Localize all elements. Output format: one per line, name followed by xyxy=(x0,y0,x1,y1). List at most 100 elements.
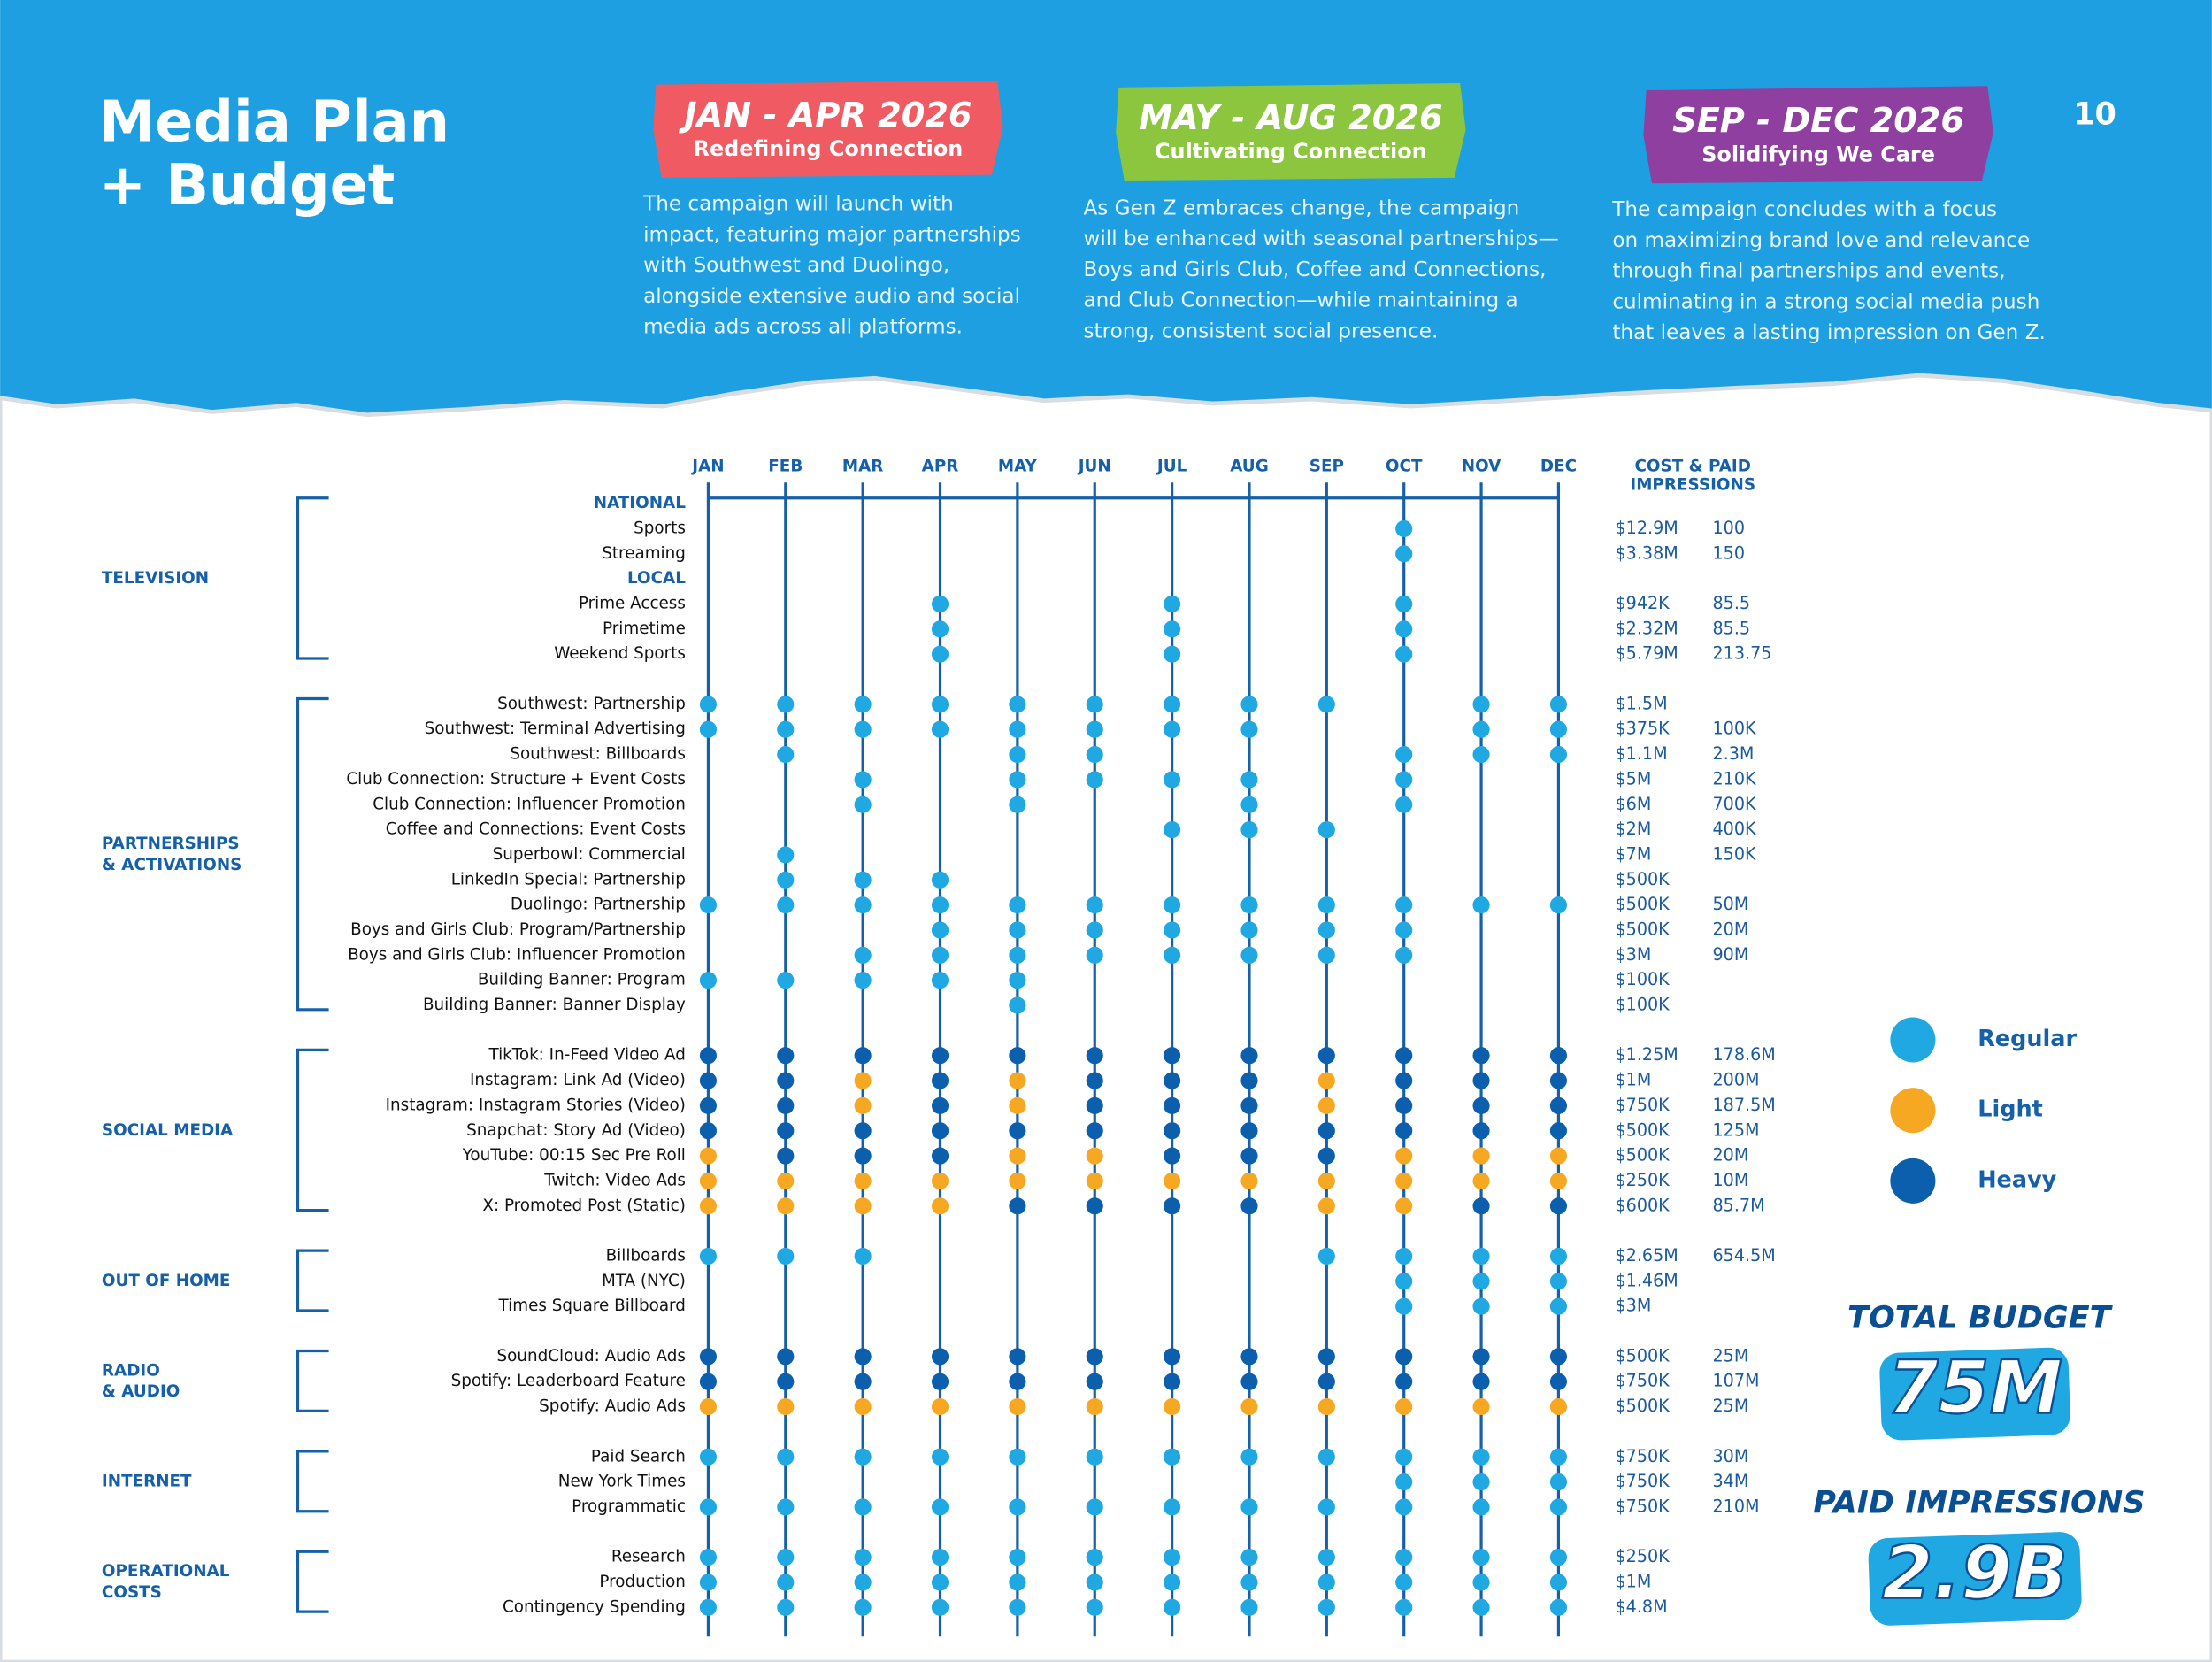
impressions: 85.5 xyxy=(1713,593,1751,613)
cost: $500K xyxy=(1616,1120,1671,1140)
schedule-dot xyxy=(1086,1122,1103,1140)
schedule-dot xyxy=(699,696,717,713)
schedule-dot xyxy=(1395,1598,1413,1616)
schedule-dot xyxy=(1549,1549,1567,1566)
schedule-dot xyxy=(777,896,795,914)
cost: $7M xyxy=(1616,843,1652,864)
impressions: 210K xyxy=(1713,768,1757,789)
month-label: SEP xyxy=(1310,458,1344,476)
schedule-dot xyxy=(1164,1047,1181,1065)
group-bracket xyxy=(296,496,329,660)
total-label: TOTAL BUDGET xyxy=(1847,1300,2114,1336)
month-label: JUN xyxy=(1077,458,1111,476)
cost: $500K xyxy=(1616,919,1671,940)
schedule-dot xyxy=(777,1498,795,1516)
schedule-dot xyxy=(1395,1072,1413,1089)
schedule-dot xyxy=(1240,1574,1258,1591)
schedule-dot xyxy=(1472,1072,1490,1089)
schedule-dot xyxy=(699,1598,717,1616)
schedule-dot xyxy=(1009,1147,1026,1165)
legend-swatch xyxy=(1890,1088,1936,1134)
impressions: 85.5 xyxy=(1713,618,1751,638)
schedule-dot xyxy=(1472,696,1490,713)
schedule-dot xyxy=(1009,1197,1026,1215)
impressions: 85.7M xyxy=(1713,1195,1765,1215)
schedule-dot xyxy=(1240,1498,1258,1516)
impressions: 34M xyxy=(1713,1471,1749,1491)
row-name: X: Promoted Post (Static) xyxy=(482,1196,686,1215)
phase-description: The campaign concludes with a focus xyxy=(1611,198,1997,221)
schedule-dot xyxy=(931,1072,949,1089)
schedule-dot xyxy=(777,1096,795,1114)
schedule-dot xyxy=(1317,1122,1335,1140)
impressions: 187.5M xyxy=(1713,1095,1776,1115)
schedule-dot xyxy=(699,720,717,738)
schedule-dot xyxy=(1009,1373,1026,1390)
schedule-dot xyxy=(699,1197,717,1215)
total-value: 75M xyxy=(1887,1344,2062,1430)
row-name: Times Square Billboard xyxy=(498,1297,686,1315)
schedule-dot xyxy=(1472,1172,1490,1190)
legend-swatch xyxy=(1890,1017,1936,1063)
schedule-dot xyxy=(1164,696,1181,713)
schedule-dot xyxy=(1549,1147,1567,1165)
schedule-dot xyxy=(854,771,872,789)
schedule-dot xyxy=(1086,771,1103,789)
schedule-dot xyxy=(1395,519,1413,538)
schedule-dot xyxy=(777,1122,795,1140)
schedule-dot xyxy=(1086,946,1103,964)
schedule-dot xyxy=(854,1498,872,1516)
schedule-dot xyxy=(1009,996,1026,1014)
group-label: RADIO xyxy=(102,1361,160,1380)
cost: $100K xyxy=(1616,995,1671,1015)
schedule-dot xyxy=(1395,746,1413,764)
schedule-dot xyxy=(854,972,872,989)
schedule-dot xyxy=(931,896,949,914)
schedule-dot xyxy=(1549,1096,1567,1114)
schedule-dot xyxy=(1549,1373,1567,1390)
schedule-dot xyxy=(1395,1473,1413,1491)
cost: $500K xyxy=(1616,1145,1671,1166)
cost: $5M xyxy=(1616,768,1652,789)
row-heading: NATIONAL xyxy=(594,494,687,512)
schedule-dot xyxy=(1395,1448,1413,1466)
schedule-dot xyxy=(1240,1096,1258,1114)
schedule-dot xyxy=(1549,1047,1567,1065)
impressions: 213.75 xyxy=(1713,643,1772,664)
schedule-dot xyxy=(854,1197,872,1215)
row-name: YouTube: 00:15 Sec Pre Roll xyxy=(462,1146,686,1165)
impressions: 150 xyxy=(1713,542,1746,563)
schedule-dot xyxy=(1472,1273,1490,1290)
schedule-dot xyxy=(931,1197,949,1215)
schedule-dot xyxy=(777,1549,795,1566)
schedule-dot xyxy=(1472,1122,1490,1140)
schedule-dot xyxy=(1009,946,1026,964)
schedule-dot xyxy=(1549,1072,1567,1089)
row-name: Prime Access xyxy=(579,595,686,613)
impressions: 654.5M xyxy=(1713,1245,1776,1266)
schedule-dot xyxy=(854,1373,872,1390)
row-heading: LOCAL xyxy=(627,569,686,588)
schedule-dot xyxy=(1395,1574,1413,1591)
schedule-dot xyxy=(1317,1147,1335,1165)
phase-description: with Southwest and Duolingo, xyxy=(643,254,949,277)
schedule-dot xyxy=(1395,896,1413,914)
cost: $4.8M xyxy=(1616,1597,1668,1617)
schedule-dot xyxy=(1086,1072,1103,1089)
schedule-dot xyxy=(1164,1096,1181,1114)
schedule-dot xyxy=(1164,1197,1181,1215)
schedule-dot xyxy=(1395,921,1413,939)
schedule-dot xyxy=(1086,1598,1103,1616)
schedule-dot xyxy=(699,972,717,989)
schedule-dot xyxy=(1164,1448,1181,1466)
schedule-dot xyxy=(1472,720,1490,738)
schedule-dot xyxy=(1317,1247,1335,1266)
month-label: MAR xyxy=(842,458,884,476)
schedule-dot xyxy=(699,1549,717,1566)
group-label: PARTNERSHIPS xyxy=(102,835,240,853)
phase-description: on maximizing brand love and relevance xyxy=(1612,229,2030,252)
cost: $2M xyxy=(1616,819,1652,839)
schedule-dot xyxy=(777,1197,795,1215)
schedule-dot xyxy=(1009,896,1026,914)
